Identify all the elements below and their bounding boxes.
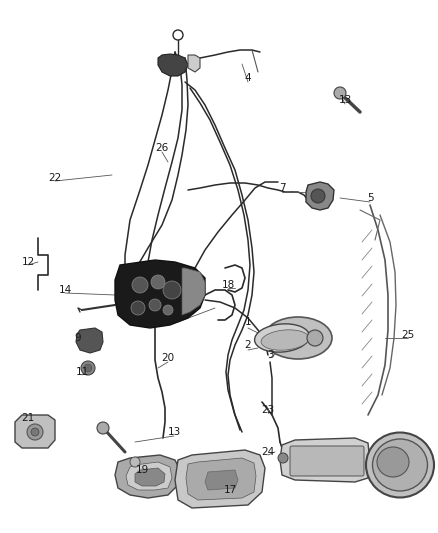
Polygon shape (15, 415, 55, 448)
Circle shape (81, 361, 95, 375)
Text: 23: 23 (261, 405, 275, 415)
Circle shape (27, 424, 43, 440)
Polygon shape (182, 268, 205, 315)
Polygon shape (126, 462, 172, 490)
Text: 13: 13 (167, 427, 180, 437)
Text: 1: 1 (245, 317, 251, 327)
Ellipse shape (377, 447, 409, 477)
Text: 7: 7 (279, 183, 285, 193)
Circle shape (84, 364, 92, 372)
Polygon shape (175, 450, 265, 508)
Text: 18: 18 (221, 280, 235, 290)
Circle shape (163, 305, 173, 315)
Text: 9: 9 (75, 333, 81, 343)
Text: 19: 19 (135, 465, 148, 475)
FancyBboxPatch shape (290, 446, 364, 476)
Text: 24: 24 (261, 447, 275, 457)
Text: 2: 2 (245, 340, 251, 350)
Circle shape (307, 330, 323, 346)
Circle shape (132, 277, 148, 293)
Text: 13: 13 (339, 95, 352, 105)
Polygon shape (280, 438, 370, 482)
Text: 20: 20 (162, 353, 175, 363)
Polygon shape (186, 458, 256, 500)
Text: 17: 17 (223, 485, 237, 495)
Circle shape (97, 422, 109, 434)
Text: 4: 4 (245, 73, 251, 83)
Ellipse shape (254, 324, 309, 352)
Polygon shape (205, 470, 238, 490)
Text: 3: 3 (267, 350, 273, 360)
Ellipse shape (264, 317, 332, 359)
Ellipse shape (261, 330, 309, 350)
Polygon shape (158, 54, 188, 76)
Polygon shape (115, 455, 180, 498)
Circle shape (278, 453, 288, 463)
Text: 26: 26 (155, 143, 169, 153)
Circle shape (151, 275, 165, 289)
Ellipse shape (366, 432, 434, 497)
Circle shape (149, 299, 161, 311)
Polygon shape (188, 55, 200, 72)
Text: 12: 12 (21, 257, 35, 267)
Text: 22: 22 (48, 173, 62, 183)
Circle shape (130, 457, 140, 467)
Polygon shape (306, 182, 334, 210)
Polygon shape (76, 328, 103, 353)
Polygon shape (115, 260, 205, 328)
Polygon shape (135, 468, 165, 486)
Circle shape (334, 87, 346, 99)
Text: 25: 25 (401, 330, 415, 340)
Circle shape (311, 189, 325, 203)
Ellipse shape (372, 439, 427, 491)
Text: 11: 11 (75, 367, 88, 377)
Circle shape (131, 301, 145, 315)
Text: 8: 8 (175, 313, 181, 323)
Circle shape (163, 281, 181, 299)
Text: 21: 21 (21, 413, 35, 423)
Text: 5: 5 (367, 193, 373, 203)
Text: 14: 14 (58, 285, 72, 295)
Circle shape (31, 428, 39, 436)
